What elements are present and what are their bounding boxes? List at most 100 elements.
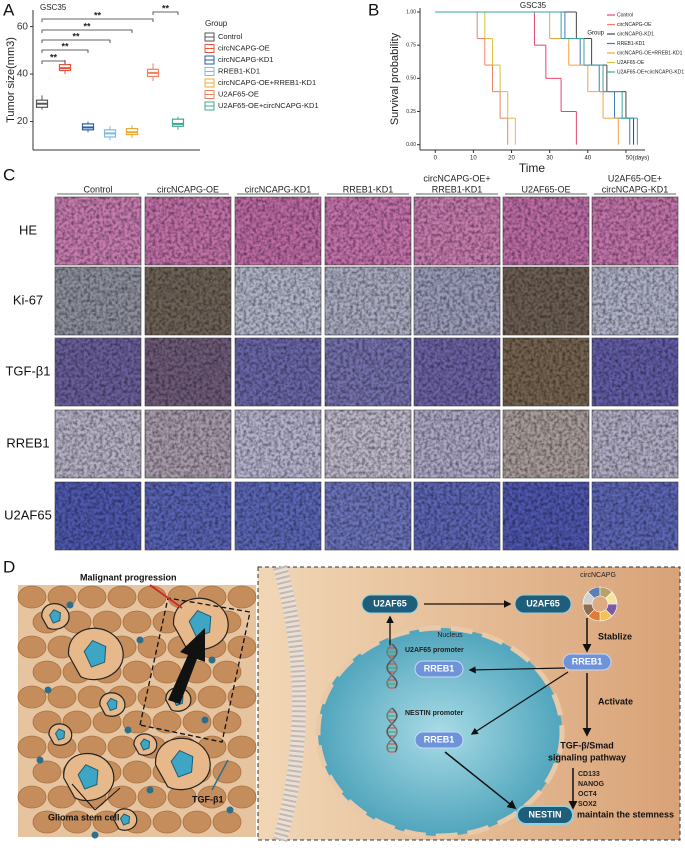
micrograph-texture: [145, 338, 231, 406]
significance-label: **: [94, 10, 102, 20]
y-tick-label: 0.50: [406, 76, 416, 82]
crystal: [49, 609, 61, 624]
cell: [137, 585, 167, 609]
progress-arrow: [168, 628, 205, 704]
box: [171, 118, 185, 127]
panel-b: GSC35 Survival probability Time 0 10 20 30 40 50…: [389, 1, 684, 175]
label: circNCAPG: [580, 572, 616, 579]
column-header: Control: [83, 184, 112, 194]
tgf-dot: [91, 831, 99, 839]
micrograph-texture: [592, 197, 678, 265]
x-tick-label: 20: [508, 156, 515, 162]
significance-label: **: [162, 3, 170, 13]
label: OCT4: [578, 791, 597, 798]
panel-c: Control circNCAPG-OE circNCAPG-KD1 RREB1-KD…: [4, 173, 679, 551]
annotation: Malignant progression: [80, 572, 177, 582]
pointer: [149, 584, 183, 609]
protein: [361, 594, 419, 614]
column-header: U2AF65-OE+: [608, 173, 662, 183]
bracket: [41, 60, 66, 64]
label: Nucleus: [437, 632, 463, 639]
row-label: U2AF65: [4, 507, 52, 522]
cell: [17, 685, 47, 709]
significance-label: **: [50, 52, 58, 62]
y-tick-label: 20: [17, 116, 29, 127]
label: NESTIN: [528, 809, 561, 819]
label: U2AF65 promoter: [405, 647, 464, 654]
column-header: RREB1-KD1: [432, 184, 483, 194]
tgf-dot: [36, 756, 44, 764]
legend-label: circNCAPG-OE+RREB1-KD1: [617, 50, 683, 56]
micrograph-texture: [414, 197, 500, 265]
protein: [514, 594, 572, 614]
micrograph-texture: [235, 197, 321, 265]
label: RREB1: [424, 734, 455, 744]
column-header: circNCAPG-OE+: [423, 173, 490, 183]
cell: [152, 810, 182, 834]
label: CD133: [578, 771, 600, 778]
crystal: [106, 697, 118, 712]
crystal: [170, 749, 194, 778]
micrograph-texture: [592, 338, 678, 406]
label: U2AF65: [526, 598, 560, 608]
y-tick-label: 0.75: [406, 42, 416, 48]
cell: [47, 685, 77, 709]
pointer: [211, 759, 229, 791]
annotation: TGF-β1: [192, 794, 224, 804]
micrograph-texture: [145, 197, 231, 265]
micrograph-texture: [145, 482, 231, 550]
bracket: [152, 11, 179, 15]
circ-rna: [582, 586, 618, 622]
arrow: [444, 751, 517, 810]
panel-label: A: [3, 0, 15, 19]
y-axis-label: Tumor size(mm3): [5, 37, 17, 123]
cell: [212, 710, 242, 734]
row-label: TGF-β1: [5, 363, 50, 378]
chart-title: GSC35: [40, 3, 67, 12]
micrograph-texture: [325, 410, 411, 478]
crystal: [54, 728, 66, 741]
micrograph-texture: [592, 410, 678, 478]
micrograph-texture: [145, 410, 231, 478]
cell: [152, 660, 182, 684]
arrow: [470, 671, 569, 735]
crystal: [77, 764, 99, 790]
legend-label: U2AF65-OE+circNCAPG-KD1: [218, 101, 319, 110]
panel-label: D: [3, 557, 15, 576]
cell: [227, 585, 257, 609]
label: NANOG: [578, 781, 605, 788]
significance-label: **: [61, 41, 69, 51]
cell: [137, 785, 167, 809]
micrograph-texture: [325, 197, 411, 265]
x-tick-label: 10: [470, 156, 477, 162]
micrograph-texture: [503, 338, 589, 406]
legend-label: RREB1-KD1: [218, 66, 260, 75]
micrograph-texture: [592, 267, 678, 335]
dna: [386, 643, 398, 689]
bracket: [41, 18, 154, 22]
tissue-field: [17, 585, 257, 839]
significance-label: **: [72, 31, 80, 41]
micrograph-texture: [414, 410, 500, 478]
micrograph-texture: [414, 482, 500, 550]
strand: [386, 707, 398, 753]
cell: [122, 610, 152, 634]
cell: [107, 735, 137, 759]
crystal: [83, 639, 107, 668]
pointer: [94, 787, 121, 811]
cell: [107, 785, 137, 809]
cell: [197, 785, 227, 809]
protein: [414, 731, 464, 749]
bracket: [41, 29, 133, 33]
micrograph-texture: [503, 197, 589, 265]
legend-label: circNCAPG-OE: [218, 43, 270, 52]
cell: [227, 785, 257, 809]
significance-label: **: [83, 21, 91, 31]
tgf-dot: [124, 726, 132, 734]
x-tick-label: 0: [434, 156, 438, 162]
chart-title: GSC35: [520, 1, 547, 10]
cell: [122, 660, 152, 684]
micrograph-texture: [592, 482, 678, 550]
micrograph-texture: [325, 267, 411, 335]
